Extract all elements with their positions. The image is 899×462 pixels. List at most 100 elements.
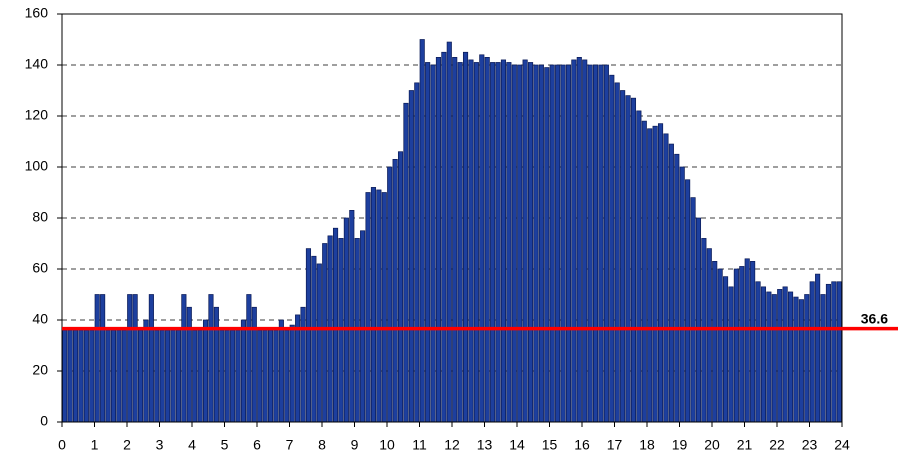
bar [538,64,544,423]
x-tick-label: 11 [412,437,427,453]
x-tick-label: 8 [318,437,326,453]
bar [549,64,555,423]
x-tick-label: 16 [574,437,590,453]
x-tick-label: 6 [253,437,261,453]
bar [143,319,149,423]
bar [284,329,290,423]
bar [690,197,696,423]
bar [836,281,842,423]
bar [484,56,490,423]
bar [370,187,377,423]
bar [186,306,192,423]
bar [831,281,837,423]
x-tick-label: 21 [737,437,753,453]
bar [430,64,436,423]
y-tick-label: 60 [32,260,48,276]
bar [165,329,171,423]
bar [435,56,442,423]
reference-label: 36.6 [861,310,888,326]
bar [462,51,469,423]
bar [695,217,702,423]
bar [441,51,447,423]
bar [94,294,100,423]
bar [809,281,815,423]
bar [533,64,539,423]
x-tick-label: 4 [188,437,196,453]
bar [825,283,832,423]
bar [582,59,588,423]
bar [679,166,685,423]
bar [495,62,501,423]
bar [641,120,647,423]
bar [793,296,799,423]
bar [295,314,301,423]
bar [685,179,691,423]
bar [343,217,349,423]
bar [722,276,729,423]
x-tick-label: 5 [221,437,229,453]
bar [322,243,328,423]
bar [614,82,620,423]
bar [300,306,306,423]
x-tick-label: 18 [639,437,655,453]
bar [62,329,68,423]
bar [387,166,393,423]
bar [175,329,182,423]
x-tick-label: 17 [607,437,623,453]
bar [739,266,745,423]
bar [181,294,187,423]
x-tick-label: 14 [509,437,525,453]
bar [798,299,804,423]
bar [224,329,230,423]
bar [587,64,593,423]
bar [246,294,252,423]
bar [609,74,615,423]
x-tick-label: 15 [542,437,558,453]
bar [668,143,674,423]
bar [311,255,317,423]
bar [349,210,355,423]
x-tick-label: 22 [769,437,785,453]
bar [511,64,517,423]
bar [316,263,322,423]
bar [750,261,756,423]
x-tick-label: 2 [123,437,131,453]
bar [197,329,203,423]
bar [202,319,209,423]
bar [647,128,653,423]
bar [376,189,382,423]
bar [555,64,561,423]
bar [408,90,414,423]
bar [262,329,268,423]
bar [771,294,777,423]
bar [121,329,127,423]
x-tick-label: 12 [444,437,460,453]
bar [78,329,84,423]
bar [89,329,95,423]
bar [116,329,122,423]
bar [571,59,577,423]
bar [289,324,295,423]
plot-frame [61,13,843,423]
bar [305,248,312,423]
bar [712,261,718,423]
y-tick-label: 0 [40,413,48,429]
bar [235,329,241,423]
bar [425,62,431,423]
bar [517,64,523,423]
bar [273,329,279,423]
bar [468,59,474,423]
x-tick-label: 23 [802,437,818,453]
bar [782,286,788,423]
bar [332,227,339,423]
bar [560,64,566,423]
y-tick-label: 100 [25,158,49,174]
bar [527,62,534,423]
bar [105,329,111,423]
bar [630,97,637,423]
bar [392,159,398,423]
bar [127,294,133,423]
bar [522,59,528,423]
bar [240,319,247,423]
